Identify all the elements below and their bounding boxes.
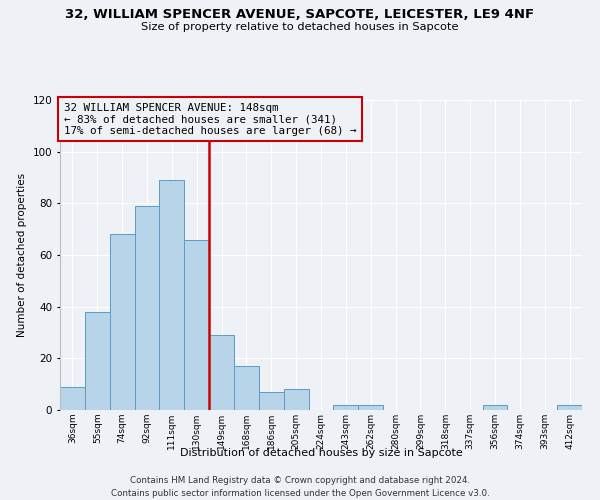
Bar: [557, 405, 582, 410]
Bar: [259, 392, 284, 410]
Bar: [334, 405, 358, 410]
Bar: [284, 390, 308, 410]
Bar: [85, 312, 110, 410]
Bar: [234, 366, 259, 410]
Text: Distribution of detached houses by size in Sapcote: Distribution of detached houses by size …: [179, 448, 463, 458]
Bar: [110, 234, 134, 410]
Bar: [358, 405, 383, 410]
Text: Contains HM Land Registry data © Crown copyright and database right 2024.
Contai: Contains HM Land Registry data © Crown c…: [110, 476, 490, 498]
Text: Size of property relative to detached houses in Sapcote: Size of property relative to detached ho…: [141, 22, 459, 32]
Text: 32 WILLIAM SPENCER AVENUE: 148sqm
← 83% of detached houses are smaller (341)
17%: 32 WILLIAM SPENCER AVENUE: 148sqm ← 83% …: [64, 102, 356, 136]
Text: 32, WILLIAM SPENCER AVENUE, SAPCOTE, LEICESTER, LE9 4NF: 32, WILLIAM SPENCER AVENUE, SAPCOTE, LEI…: [65, 8, 535, 20]
Y-axis label: Number of detached properties: Number of detached properties: [17, 173, 27, 337]
Bar: [184, 240, 209, 410]
Bar: [482, 405, 508, 410]
Bar: [160, 180, 184, 410]
Bar: [134, 206, 160, 410]
Bar: [60, 387, 85, 410]
Bar: [209, 335, 234, 410]
